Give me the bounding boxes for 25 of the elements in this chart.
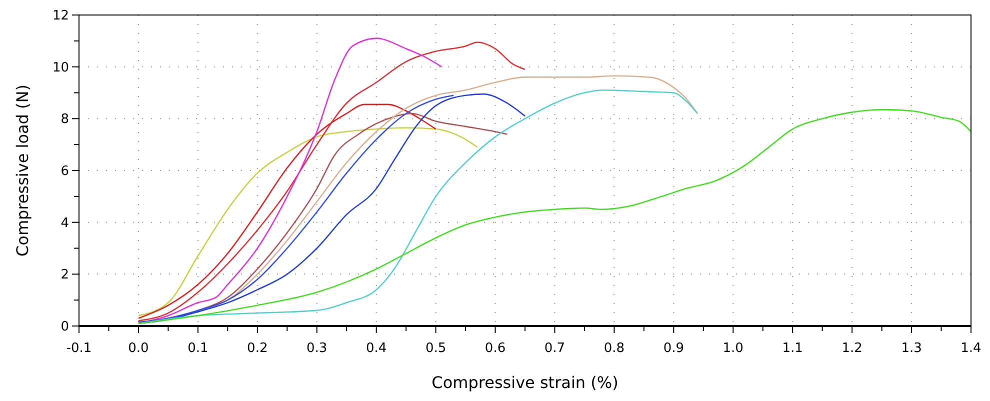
x-tick-label: 1.0 <box>722 341 744 356</box>
x-tick-label: 0.9 <box>663 341 684 356</box>
x-tick-label: 1.2 <box>842 341 862 356</box>
x-tick-label: 0.3 <box>306 341 328 356</box>
x-tick-label: 1.1 <box>782 341 803 356</box>
x-tick-label: 0.5 <box>425 341 446 356</box>
x-tick-label: 0.7 <box>544 341 566 356</box>
y-tick-label: 8 <box>60 112 69 128</box>
y-tick-label: 10 <box>52 60 69 76</box>
x-tick-label: 0.0 <box>128 341 149 356</box>
x-tick-label: 1.3 <box>901 341 922 356</box>
x-tick-label: 0.8 <box>604 341 625 356</box>
x-tick-label: 0.1 <box>188 341 208 356</box>
y-tick-label: 6 <box>60 164 69 180</box>
y-tick-label: 4 <box>60 216 69 231</box>
x-axis-title: Compressive strain (%) <box>432 373 618 392</box>
x-tick-label: 0.4 <box>366 341 387 356</box>
x-tick-label: 0.2 <box>247 341 268 356</box>
y-tick-label: 2 <box>60 268 69 283</box>
x-tick-label: 1.4 <box>960 341 982 356</box>
x-tick-label: 0.6 <box>484 341 506 356</box>
y-tick-label: 12 <box>52 8 69 24</box>
x-tick-label: -0.1 <box>66 341 92 356</box>
y-tick-label: 0 <box>60 320 69 335</box>
y-axis-title: Compressive load (N) <box>13 84 32 257</box>
